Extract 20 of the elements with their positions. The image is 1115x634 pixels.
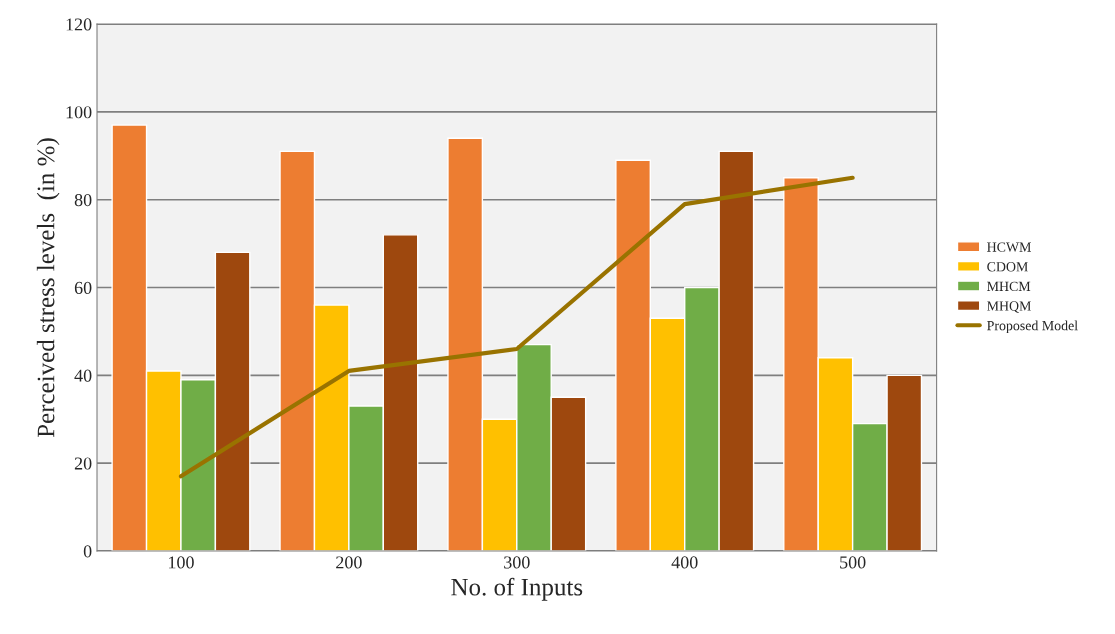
legend-label: MHQM bbox=[987, 301, 1032, 313]
y-tick-label: 120 bbox=[66, 18, 92, 31]
x-tick-label: 200 bbox=[336, 556, 362, 569]
legend-label: Proposed Model bbox=[987, 320, 1078, 334]
y-tick-label: 100 bbox=[66, 106, 92, 119]
legend-label: CDOM bbox=[987, 262, 1028, 272]
x-tick-label: 400 bbox=[671, 556, 698, 569]
y-tick-label: 0 bbox=[83, 545, 92, 558]
line-series bbox=[178, 175, 855, 479]
legend-label: HCWM bbox=[987, 242, 1032, 252]
y-tick-label: 20 bbox=[74, 457, 92, 470]
y-tick-label: 80 bbox=[74, 193, 92, 207]
x-tick-label: 500 bbox=[840, 556, 866, 569]
y-axis-title: Perceived stress levels (in %) bbox=[36, 138, 60, 438]
x-axis-title: No. of Inputs bbox=[451, 577, 583, 601]
y-tick-label: 40 bbox=[74, 369, 92, 382]
legend-label: MHCM bbox=[987, 281, 1031, 292]
x-tick-label: 100 bbox=[169, 556, 194, 569]
x-tick-label: 300 bbox=[504, 556, 530, 569]
y-tick-label: 60 bbox=[74, 281, 92, 294]
